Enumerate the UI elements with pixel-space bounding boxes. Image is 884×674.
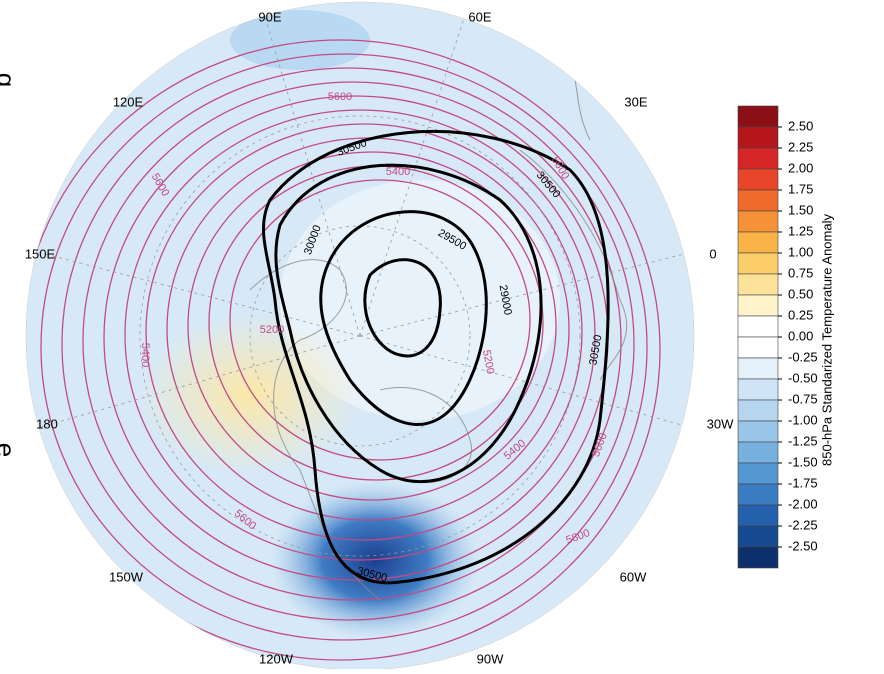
colorbar-label: -1.50: [788, 454, 818, 469]
contour-label: 5400: [386, 166, 410, 178]
colorbar-label: -1.00: [788, 412, 818, 427]
longitude-label: 90W: [477, 651, 504, 666]
colorbar-label: 0.00: [788, 328, 813, 343]
longitude-label: 120W: [259, 651, 294, 666]
colorbar-label: -0.25: [788, 349, 818, 364]
edge-letter: e: [0, 443, 21, 457]
longitude-label: 0: [709, 246, 716, 261]
colorbar-box: [738, 463, 778, 484]
colorbar-label: 1.75: [788, 181, 813, 196]
map-figure: 5600305005400300002950030500290003050056…: [0, 0, 884, 669]
colorbar-box: [738, 127, 778, 148]
colorbar-label: 2.50: [788, 118, 813, 133]
colorbar-box: [738, 169, 778, 190]
colorbar-label: 2.00: [788, 160, 813, 175]
colorbar-box: [738, 442, 778, 463]
longitude-label: 120E: [113, 94, 144, 109]
colorbar-label: -1.75: [788, 475, 818, 490]
colorbar-label: -2.00: [788, 496, 818, 511]
colorbar-label: -0.50: [788, 370, 818, 385]
contour-label: 5200: [260, 324, 284, 336]
colorbar-box: [738, 253, 778, 274]
colorbar-box: [738, 484, 778, 505]
colorbar-box: [738, 106, 778, 127]
longitude-label: 150E: [25, 246, 56, 261]
longitude-label: 90E: [258, 9, 281, 24]
colorbar-box: [738, 400, 778, 421]
longitude-label: 30E: [624, 94, 647, 109]
colorbar-label: -2.50: [788, 538, 818, 553]
colorbar-box: [738, 337, 778, 358]
colorbar-box: [738, 232, 778, 253]
colorbar-box: [738, 316, 778, 337]
colorbar-box: [738, 547, 778, 568]
colorbar-box: [738, 274, 778, 295]
colorbar-box: [738, 505, 778, 526]
colorbar-label: 1.50: [788, 202, 813, 217]
longitude-label: 60W: [620, 569, 647, 584]
colorbar-label: -2.25: [788, 517, 818, 532]
colorbar-label: 2.25: [788, 139, 813, 154]
colorbar-label: 1.25: [788, 223, 813, 238]
colorbar-box: [738, 190, 778, 211]
colorbar-label: 0.75: [788, 265, 813, 280]
colorbar-box: [738, 358, 778, 379]
colorbar-box: [738, 211, 778, 232]
colorbar-label: -1.25: [788, 433, 818, 448]
longitude-label: 150W: [109, 569, 144, 584]
colorbar-box: [738, 295, 778, 316]
contour-label: 5400: [139, 343, 151, 367]
colorbar-box: [738, 421, 778, 442]
colorbar-label: 0.50: [788, 286, 813, 301]
longitude-label: 30W: [707, 416, 734, 431]
edge-letter: g: [0, 73, 21, 87]
colorbar-title: 850-hPa Standarized Temperature Anomaly: [819, 214, 834, 466]
colorbar-label: 1.00: [788, 244, 813, 259]
colorbar-box: [738, 526, 778, 547]
longitude-label: 60E: [468, 9, 491, 24]
colorbar-label: -0.75: [788, 391, 818, 406]
contour-label: 5600: [328, 91, 352, 103]
colorbar-label: 0.25: [788, 307, 813, 322]
colorbar-box: [738, 379, 778, 400]
longitude-label: 180: [36, 416, 58, 431]
colorbar-box: [738, 148, 778, 169]
